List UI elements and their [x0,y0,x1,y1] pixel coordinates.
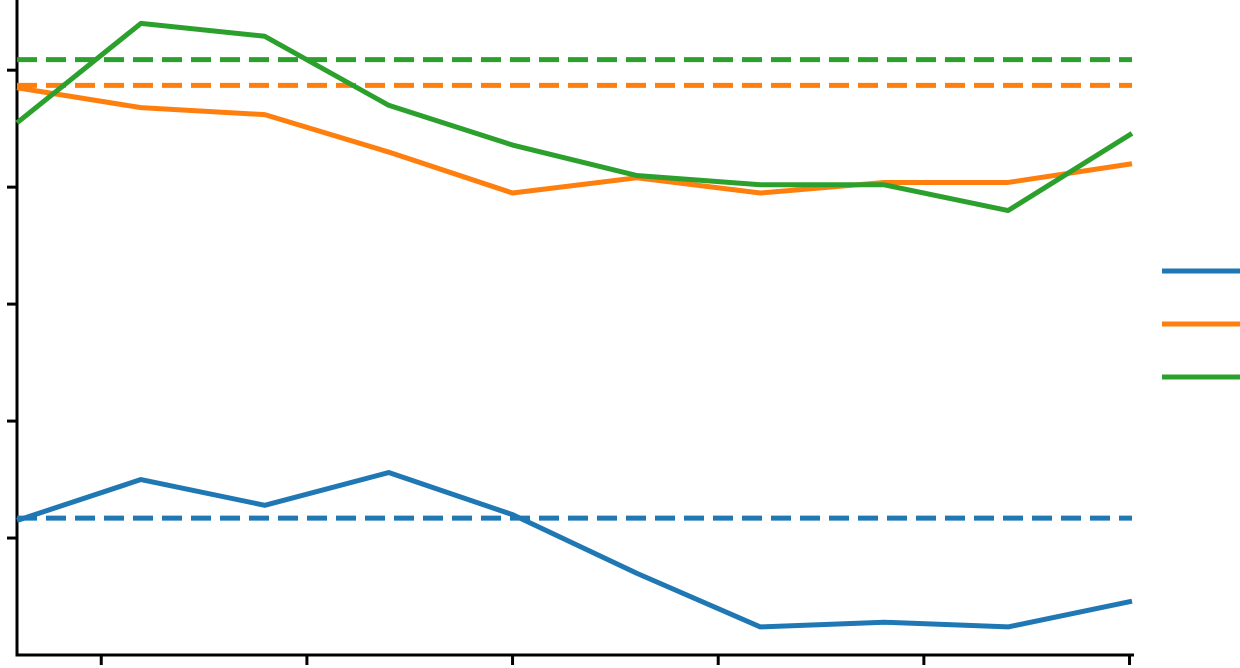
series-line-3 [15,20,1134,214]
ticks [7,68,1132,665]
series-line-2 [16,85,1133,196]
axes [15,0,1134,657]
series-lines [15,20,1134,630]
series-line-1 [16,470,1133,630]
reference-lines [17,57,1132,521]
legend [1162,268,1240,380]
